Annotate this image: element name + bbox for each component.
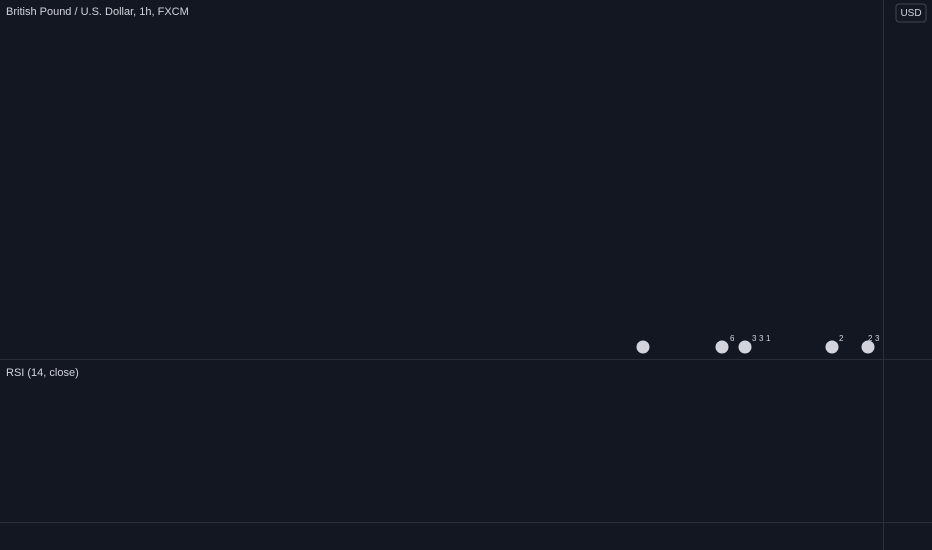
event-count: 3 (752, 334, 757, 343)
event-flag[interactable] (714, 339, 730, 355)
event-count: 6 (730, 334, 735, 343)
rsi-title: RSI (14, close) (6, 367, 79, 379)
event-flag[interactable] (860, 339, 876, 355)
event-icons: 6 3 3 1 2 2 3 (635, 334, 880, 355)
event-count: 3 (759, 334, 764, 343)
event-count: 3 (875, 334, 880, 343)
event-count: 1 (766, 334, 771, 343)
event-count: 2 (868, 334, 873, 343)
currency-button[interactable] (895, 3, 927, 23)
event-flag[interactable] (737, 339, 753, 355)
event-flag[interactable] (824, 339, 840, 355)
chart-title: British Pound / U.S. Dollar, 1h, FXCM (6, 6, 189, 18)
event-count: 2 (839, 334, 844, 343)
currency-label: USD (900, 8, 921, 19)
event-flag[interactable] (635, 339, 651, 355)
